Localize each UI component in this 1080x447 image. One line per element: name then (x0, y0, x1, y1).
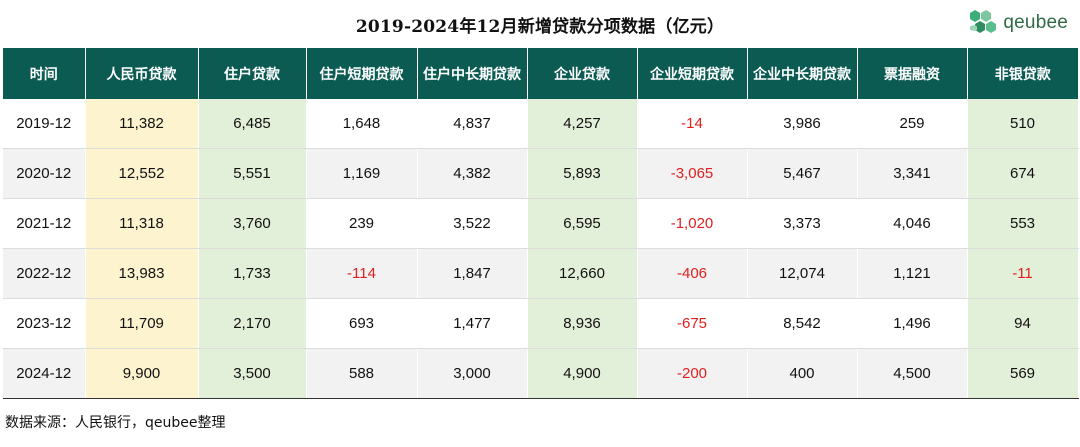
brand-logo: qeubee (967, 8, 1068, 38)
data-source-note: 数据来源：人民银行，qeubee整理 (5, 415, 226, 431)
cell-corporate-loans: 12,660 (527, 248, 638, 299)
cell-bill-financing: 4,046 (857, 198, 968, 249)
cell-date: 2024-12 (3, 348, 86, 399)
cell-rmb-loans: 13,983 (85, 248, 199, 299)
cell-corporate-loans: 6,595 (527, 198, 638, 249)
table-row: 2019-12 11,382 6,485 1,648 4,837 4,257 -14 3,98… (3, 99, 1079, 149)
title-bar: 2019-2024年12月新增贷款分项数据（亿元） (0, 0, 1080, 48)
cell-rmb-loans: 11,382 (85, 99, 199, 149)
page-title: 2019-2024年12月新增贷款分项数据（亿元） (355, 16, 725, 37)
logo-text: qeubee (1003, 12, 1068, 33)
header-bill-financing: 票据融资 (857, 48, 968, 99)
cell-household-long-term: 4,382 (417, 148, 528, 199)
cell-nonbank-loans: 510 (967, 99, 1079, 149)
cell-rmb-loans: 12,552 (85, 148, 199, 199)
header-date: 时间 (3, 48, 86, 99)
cell-corporate-short-term: -675 (637, 298, 748, 349)
header-rmb-loans: 人民币贷款 (85, 48, 199, 99)
cell-household-short-term: 693 (306, 298, 418, 349)
header-household-short-term: 住户短期贷款 (306, 48, 418, 99)
table-row: 2020-12 12,552 5,551 1,169 4,382 5,893 -3,065 5… (3, 148, 1079, 199)
cell-corporate-short-term: -406 (637, 248, 748, 299)
cell-bill-financing: 3,341 (857, 148, 968, 199)
header-corporate-short-term: 企业短期贷款 (637, 48, 748, 99)
table-row: 2023-12 11,709 2,170 693 1,477 8,936 -675 8,542… (3, 298, 1079, 349)
cell-corporate-loans: 4,257 (527, 99, 638, 149)
cell-household-loans: 3,760 (198, 198, 307, 249)
cell-household-short-term: 1,648 (306, 99, 418, 149)
cell-bill-financing: 259 (857, 99, 968, 149)
cell-bill-financing: 1,121 (857, 248, 968, 299)
cell-household-short-term: 239 (306, 198, 418, 249)
cell-corporate-long-term: 3,986 (747, 99, 858, 149)
header-nonbank-loans: 非银贷款 (967, 48, 1078, 99)
cell-nonbank-loans: 553 (967, 198, 1079, 249)
cell-corporate-short-term: -14 (637, 99, 748, 149)
cell-corporate-long-term: 12,074 (747, 248, 858, 299)
cell-corporate-long-term: 3,373 (747, 198, 858, 249)
table-header-row: 时间 人民币贷款 住户贷款 住户短期贷款 住户中长期贷款 企业贷款 企业短期贷款… (3, 48, 1078, 99)
cell-corporate-loans: 4,900 (527, 348, 638, 399)
cell-household-loans: 2,170 (198, 298, 307, 349)
cell-household-loans: 6,485 (198, 99, 307, 149)
cell-nonbank-loans: 674 (967, 148, 1079, 199)
cell-household-loans: 3,500 (198, 348, 307, 399)
header-corporate-loans: 企业贷款 (527, 48, 638, 99)
table-row: 2022-12 13,983 1,733 -114 1,847 12,660 -406 12,… (3, 248, 1079, 299)
header-household-loans: 住户贷款 (198, 48, 307, 99)
cell-corporate-long-term: 400 (747, 348, 858, 399)
cell-date: 2019-12 (3, 99, 86, 149)
loan-data-table: 时间 人民币贷款 住户贷款 住户短期贷款 住户中长期贷款 企业贷款 企业短期贷款… (3, 48, 1079, 399)
cell-nonbank-loans: 569 (967, 348, 1079, 399)
cell-household-loans: 1,733 (198, 248, 307, 299)
cell-corporate-short-term: -1,020 (637, 198, 748, 249)
cell-date: 2022-12 (3, 248, 86, 299)
cell-date: 2020-12 (3, 148, 86, 199)
cell-household-short-term: 588 (306, 348, 418, 399)
cell-date: 2023-12 (3, 298, 86, 349)
cell-corporate-loans: 5,893 (527, 148, 638, 199)
cell-rmb-loans: 11,709 (85, 298, 199, 349)
header-corporate-long-term: 企业中长期贷款 (747, 48, 858, 99)
cell-nonbank-loans: 94 (967, 298, 1079, 349)
cell-rmb-loans: 9,900 (85, 348, 199, 399)
cell-household-long-term: 3,522 (417, 198, 528, 249)
cell-household-loans: 5,551 (198, 148, 307, 199)
cell-corporate-short-term: -3,065 (637, 148, 748, 199)
cell-household-short-term: 1,169 (306, 148, 418, 199)
cell-household-long-term: 3,000 (417, 348, 528, 399)
cell-corporate-loans: 8,936 (527, 298, 638, 349)
header-household-long-term: 住户中长期贷款 (417, 48, 528, 99)
cell-household-long-term: 1,847 (417, 248, 528, 299)
table-row: 2024-12 9,900 3,500 588 3,000 4,900 -200 400 4,5… (3, 348, 1079, 399)
cell-corporate-long-term: 5,467 (747, 148, 858, 199)
cell-bill-financing: 1,496 (857, 298, 968, 349)
cell-bill-financing: 4,500 (857, 348, 968, 399)
cell-household-short-term: -114 (306, 248, 418, 299)
cell-household-long-term: 4,837 (417, 99, 528, 149)
cell-rmb-loans: 11,318 (85, 198, 199, 249)
cell-corporate-long-term: 8,542 (747, 298, 858, 349)
cell-date: 2021-12 (3, 198, 86, 249)
cell-nonbank-loans: -11 (967, 248, 1079, 299)
cube-cluster-icon (970, 10, 997, 33)
table-row: 2021-12 11,318 3,760 239 3,522 6,595 -1,020 3,3… (3, 198, 1079, 249)
cell-corporate-short-term: -200 (637, 348, 748, 399)
cell-household-long-term: 1,477 (417, 298, 528, 349)
